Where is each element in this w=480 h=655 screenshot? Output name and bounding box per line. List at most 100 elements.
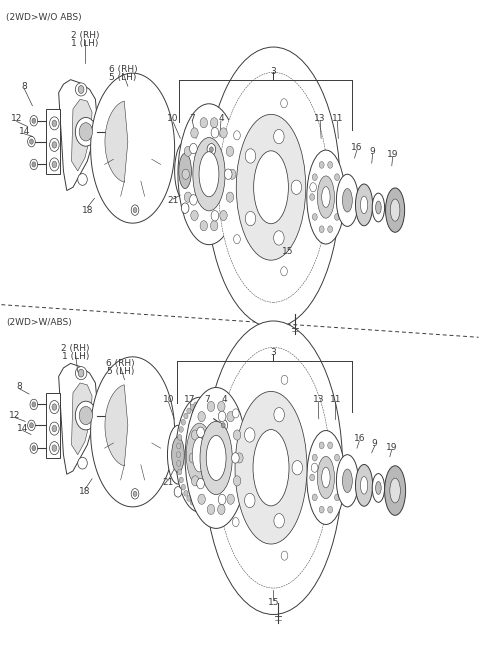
Text: 1 (LH): 1 (LH): [71, 39, 98, 48]
Text: 12: 12: [11, 114, 23, 123]
Ellipse shape: [253, 430, 289, 506]
Circle shape: [274, 130, 284, 143]
Ellipse shape: [253, 151, 288, 224]
Circle shape: [191, 210, 198, 221]
Circle shape: [49, 117, 59, 130]
Circle shape: [233, 430, 241, 440]
Circle shape: [30, 115, 37, 126]
Ellipse shape: [317, 457, 335, 498]
Circle shape: [210, 221, 218, 231]
Text: 2 (RH): 2 (RH): [71, 31, 99, 40]
Circle shape: [184, 491, 188, 496]
Circle shape: [312, 455, 317, 461]
Circle shape: [52, 161, 57, 168]
Circle shape: [312, 174, 317, 181]
Text: 5 (LH): 5 (LH): [107, 367, 134, 377]
Text: 11: 11: [330, 395, 341, 403]
Circle shape: [209, 147, 213, 152]
Ellipse shape: [78, 86, 84, 94]
Circle shape: [328, 442, 333, 449]
Circle shape: [32, 445, 36, 451]
Circle shape: [204, 499, 209, 505]
Circle shape: [208, 495, 212, 501]
Circle shape: [181, 484, 185, 490]
Circle shape: [49, 138, 59, 151]
Circle shape: [190, 195, 197, 205]
Circle shape: [207, 504, 215, 515]
Circle shape: [190, 404, 194, 410]
Circle shape: [197, 402, 202, 407]
Text: 19: 19: [387, 149, 398, 159]
Circle shape: [335, 494, 339, 501]
Text: 1 (LH): 1 (LH): [61, 352, 89, 362]
Circle shape: [281, 375, 288, 384]
Circle shape: [218, 460, 222, 466]
Text: 3: 3: [271, 67, 276, 76]
Text: 4: 4: [218, 114, 224, 123]
Polygon shape: [91, 357, 175, 507]
Circle shape: [234, 131, 240, 140]
Text: 21: 21: [163, 478, 174, 487]
Text: 15: 15: [268, 598, 279, 607]
Text: (2WD>W/O ABS): (2WD>W/O ABS): [6, 13, 82, 22]
Circle shape: [319, 442, 324, 449]
Circle shape: [232, 409, 239, 418]
Text: 17: 17: [184, 395, 196, 403]
Circle shape: [214, 419, 217, 425]
Text: 11: 11: [332, 114, 343, 123]
Circle shape: [181, 203, 189, 214]
Ellipse shape: [390, 478, 400, 503]
Polygon shape: [72, 99, 92, 171]
Text: 18: 18: [79, 487, 91, 496]
Circle shape: [187, 495, 191, 501]
Circle shape: [319, 506, 324, 513]
Ellipse shape: [206, 436, 226, 481]
Ellipse shape: [390, 199, 400, 221]
Circle shape: [244, 493, 255, 508]
Circle shape: [52, 425, 57, 432]
Circle shape: [218, 411, 226, 422]
Text: 16: 16: [354, 434, 365, 443]
Circle shape: [204, 404, 209, 410]
Ellipse shape: [200, 421, 232, 495]
Circle shape: [217, 434, 221, 440]
Text: 8: 8: [17, 382, 23, 390]
Circle shape: [184, 413, 188, 419]
Ellipse shape: [192, 438, 206, 472]
Polygon shape: [46, 393, 60, 458]
Circle shape: [200, 221, 207, 231]
Polygon shape: [59, 80, 97, 191]
Circle shape: [335, 455, 339, 461]
Ellipse shape: [79, 406, 93, 424]
Circle shape: [181, 419, 185, 425]
Circle shape: [218, 443, 222, 449]
Circle shape: [49, 401, 59, 413]
Ellipse shape: [78, 369, 84, 377]
Text: 12: 12: [9, 411, 21, 420]
Circle shape: [228, 169, 236, 179]
Text: 14: 14: [19, 127, 30, 136]
Polygon shape: [91, 73, 175, 223]
Polygon shape: [59, 364, 97, 474]
Ellipse shape: [75, 367, 87, 380]
Circle shape: [311, 463, 318, 472]
Ellipse shape: [101, 411, 109, 419]
Ellipse shape: [75, 83, 87, 96]
Circle shape: [234, 234, 240, 244]
Ellipse shape: [342, 189, 352, 212]
Ellipse shape: [376, 481, 381, 495]
Text: 9: 9: [372, 439, 377, 448]
Ellipse shape: [78, 457, 87, 469]
Circle shape: [227, 494, 234, 504]
Circle shape: [131, 489, 139, 499]
Ellipse shape: [193, 138, 225, 211]
Circle shape: [179, 426, 183, 432]
Circle shape: [32, 162, 36, 167]
Text: 3: 3: [271, 348, 276, 357]
Circle shape: [201, 502, 205, 508]
Circle shape: [217, 402, 225, 411]
Circle shape: [310, 183, 316, 192]
Circle shape: [178, 469, 182, 475]
Circle shape: [226, 146, 234, 157]
Circle shape: [328, 226, 333, 233]
